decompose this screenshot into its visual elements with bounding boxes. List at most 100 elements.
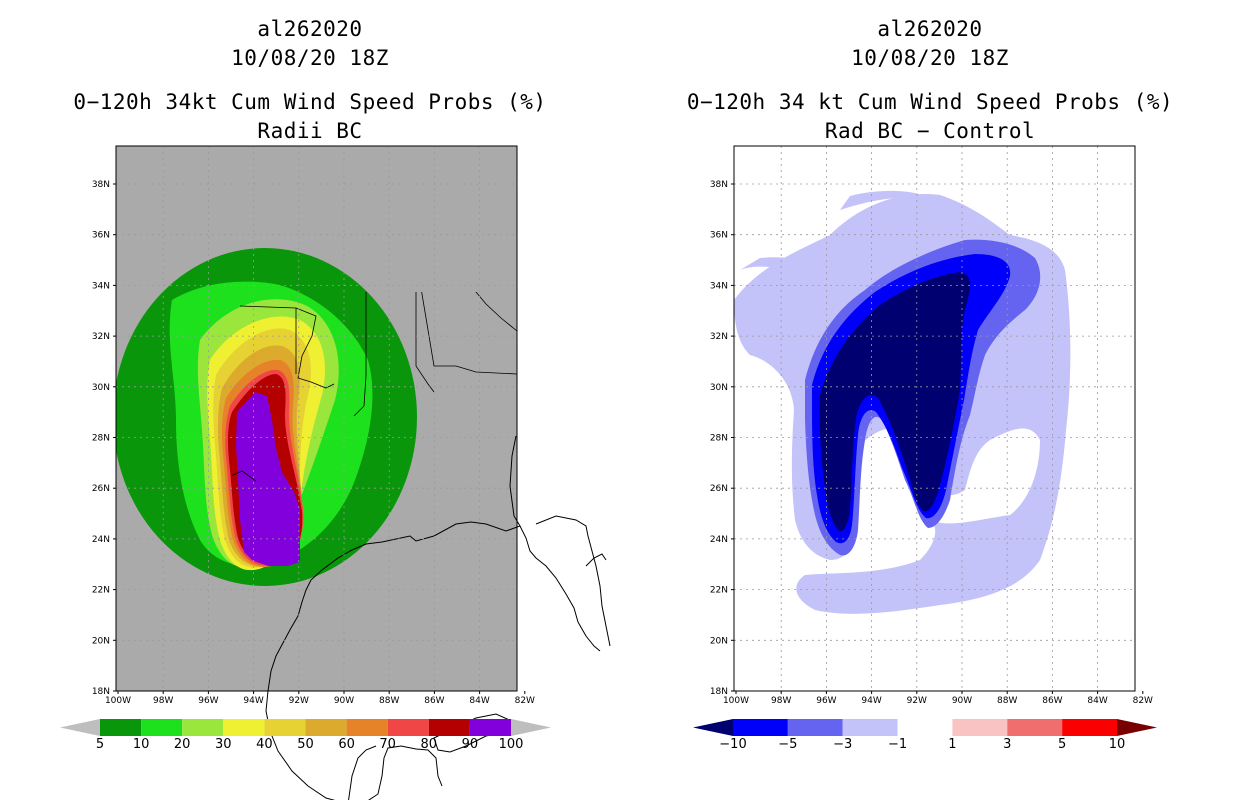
colorbar-tick-label: 90 xyxy=(461,737,479,752)
plot-subtitle: Rad BC − Control xyxy=(824,119,1036,143)
colorbar-tick-label: −5 xyxy=(778,737,798,752)
lat-tick-label: 32N xyxy=(710,332,728,342)
colorbar-over-triangle xyxy=(511,719,551,736)
lon-tick-label: 84W xyxy=(1087,696,1107,706)
colorbar-tick-label: 30 xyxy=(215,737,232,752)
lon-tick-label: 82W xyxy=(1133,696,1153,706)
colorbar-swatch xyxy=(842,719,898,736)
lon-tick-label: 88W xyxy=(379,696,399,706)
colorbar-swatch xyxy=(305,719,347,736)
lon-tick-label: 90W xyxy=(334,696,354,706)
lon-tick-label: 100W xyxy=(105,696,131,706)
lon-tick-label: 92W xyxy=(907,696,927,706)
colorbar-swatch xyxy=(223,719,265,736)
colorbar-tick-label: 5 xyxy=(95,737,105,752)
colorbar-tick-label: 3 xyxy=(1003,737,1012,752)
colorbar-tick-label: 20 xyxy=(173,737,191,752)
lon-tick-label: 82W xyxy=(515,696,535,706)
lon-tick-label: 96W xyxy=(816,696,836,706)
lon-tick-label: 94W xyxy=(861,696,881,706)
colorbar-tick-label: 50 xyxy=(297,737,314,752)
lat-tick-label: 36N xyxy=(710,231,728,241)
right-colorbar xyxy=(693,719,1157,736)
lat-tick-label: 20N xyxy=(710,636,728,646)
colorbar-tick-label: 1 xyxy=(948,737,957,752)
left-map-frame xyxy=(115,145,518,692)
left-gridlines xyxy=(116,146,517,691)
lat-tick-label: 38N xyxy=(710,180,728,190)
colorbar-swatch xyxy=(733,719,788,736)
lat-tick-label: 36N xyxy=(92,231,110,241)
lon-tick-label: 84W xyxy=(469,696,489,706)
colorbar-swatch xyxy=(897,719,953,736)
colorbar-swatch xyxy=(428,719,470,736)
lat-tick-label: 32N xyxy=(92,332,110,342)
left-colorbar xyxy=(60,719,551,736)
lat-tick-label: 28N xyxy=(92,434,110,444)
lat-tick-label: 20N xyxy=(92,636,110,646)
right-panel-title-block: al262020 10/08/20 18Z 0−120h 34 kt Cum W… xyxy=(675,15,1185,146)
lon-tick-label: 88W xyxy=(997,696,1017,706)
lat-tick-label: 26N xyxy=(710,484,728,494)
lat-tick-label: 26N xyxy=(92,484,110,494)
lat-tick-label: 18N xyxy=(710,687,728,697)
colorbar-swatch xyxy=(1007,719,1063,736)
right-map-frame xyxy=(733,145,1136,692)
colorbar-swatch xyxy=(952,719,1008,736)
lat-tick-label: 34N xyxy=(92,281,110,291)
colorbar-tick-label: 100 xyxy=(498,737,524,752)
lon-tick-label: 86W xyxy=(1042,696,1062,706)
colorbar-swatch xyxy=(1062,719,1117,736)
lat-tick-label: 38N xyxy=(92,180,110,190)
lon-tick-label: 98W xyxy=(771,696,791,706)
lon-tick-label: 90W xyxy=(952,696,972,706)
lat-tick-label: 30N xyxy=(92,383,110,393)
datetime: 10/08/20 18Z xyxy=(231,46,389,70)
right-gridlines xyxy=(734,146,1135,691)
colorbar-tick-label: 40 xyxy=(256,737,273,752)
lat-tick-label: 24N xyxy=(92,535,110,545)
colorbar-tick-label: 70 xyxy=(379,737,396,752)
colorbar-swatch xyxy=(141,719,183,736)
colorbar-tick-label: 5 xyxy=(1058,737,1067,752)
colorbar-swatch xyxy=(469,719,511,736)
colorbar-swatch xyxy=(387,719,429,736)
colorbar-swatch xyxy=(182,719,224,736)
lat-tick-label: 18N xyxy=(92,687,110,697)
lat-tick-label: 22N xyxy=(710,586,728,596)
plot-subtitle: Radii BC xyxy=(257,119,363,143)
plot-title: 0−120h 34kt Cum Wind Speed Probs (%) xyxy=(73,90,547,114)
right-diff-contours xyxy=(734,190,1071,614)
colorbar-tick-label: 80 xyxy=(420,737,438,752)
colorbar-tick-label: −3 xyxy=(833,737,853,752)
lat-tick-label: 28N xyxy=(710,434,728,444)
storm-id: al262020 xyxy=(877,17,983,41)
lon-tick-label: 100W xyxy=(723,696,749,706)
lat-tick-label: 22N xyxy=(92,586,110,596)
left-panel-title-block: al262020 10/08/20 18Z 0−120h 34kt Cum Wi… xyxy=(60,15,560,146)
colorbar-under-triangle xyxy=(60,719,100,736)
colorbar-swatch xyxy=(264,719,306,736)
colorbar-tick-label: 10 xyxy=(132,737,150,752)
lat-tick-label: 30N xyxy=(710,383,728,393)
lon-tick-label: 98W xyxy=(153,696,173,706)
lat-tick-label: 24N xyxy=(710,535,728,545)
colorbar-swatch xyxy=(100,719,142,736)
datetime: 10/08/20 18Z xyxy=(851,46,1009,70)
lon-tick-label: 94W xyxy=(243,696,263,706)
colorbar-swatch xyxy=(787,719,843,736)
colorbar-tick-label: 60 xyxy=(338,737,355,752)
colorbar-swatch xyxy=(346,719,388,736)
storm-id: al262020 xyxy=(257,17,363,41)
colorbar-over-triangle xyxy=(1117,719,1157,736)
plot-title: 0−120h 34 kt Cum Wind Speed Probs (%) xyxy=(686,90,1174,114)
lat-tick-label: 34N xyxy=(710,281,728,291)
colorbar-tick-label: −1 xyxy=(887,737,908,752)
lon-tick-label: 96W xyxy=(198,696,218,706)
colorbar-under-triangle xyxy=(693,719,733,736)
